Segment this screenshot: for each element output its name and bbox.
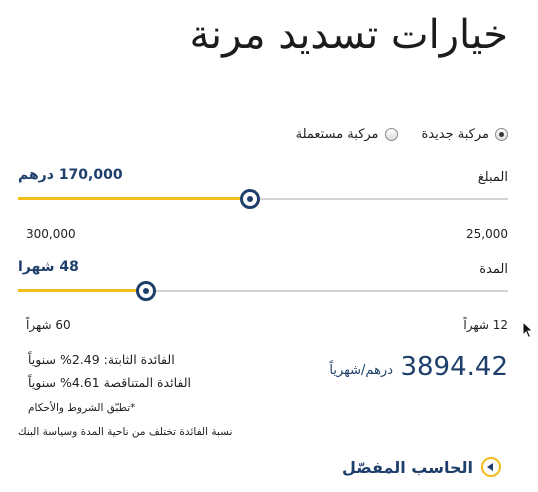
amount-slider-fill xyxy=(18,197,251,200)
duration-slider-track[interactable] xyxy=(18,290,508,292)
amount-slider-track[interactable] xyxy=(18,198,508,200)
fixed-rate-text: الفائدة الثابتة: 2.49% سنوياً xyxy=(28,352,175,367)
amount-max-label: 300,000 xyxy=(26,227,76,241)
amount-slider[interactable] xyxy=(18,189,508,209)
vehicle-type-group: مركبة جديدة مركبة مستعملة xyxy=(272,127,508,142)
detailed-calculator-label[interactable]: الحاسب المفصّل xyxy=(341,457,473,477)
page-title: خيارات تسديد مرنة xyxy=(189,12,508,58)
terms-note: *تطبّق الشروط والأحكام xyxy=(28,402,136,414)
duration-max-label: 60 شهراً xyxy=(26,318,71,332)
detailed-calculator-link[interactable]: الحاسب المفصّل xyxy=(342,457,501,477)
reducing-rate-text: الفائدة المتناقصة 4.61% سنوياً xyxy=(28,375,192,390)
monthly-payment-value: 3894.42 xyxy=(400,352,508,382)
duration-slider-handle[interactable] xyxy=(135,281,156,301)
radio-used-vehicle[interactable]: مركبة مستعملة xyxy=(296,127,398,142)
duration-slider-fill xyxy=(18,289,146,292)
duration-label: المدة xyxy=(479,262,508,277)
duration-min-label: 12 شهراً xyxy=(463,318,508,332)
amount-label: المبلغ xyxy=(477,170,508,185)
amount-slider-handle[interactable] xyxy=(240,189,261,209)
radio-unchecked-icon[interactable] xyxy=(384,128,398,141)
monthly-payment-unit: درهم/شهرياً xyxy=(329,363,393,378)
radio-checked-icon[interactable] xyxy=(495,128,508,141)
duration-value: 48 شهرا xyxy=(18,259,79,275)
play-circle-icon[interactable] xyxy=(481,457,501,477)
radio-used-vehicle-label: مركبة مستعملة xyxy=(295,127,379,142)
amount-value: 170,000 درهم xyxy=(18,167,123,183)
duration-slider[interactable] xyxy=(18,281,508,301)
mouse-pointer-icon xyxy=(522,321,534,339)
radio-new-vehicle-label: مركبة جديدة xyxy=(421,127,489,142)
rate-note: نسبة الفائدة تختلف من ناحية المدة وسياسة… xyxy=(18,426,233,438)
radio-new-vehicle[interactable]: مركبة جديدة xyxy=(422,127,508,142)
amount-min-label: 25,000 xyxy=(466,227,508,241)
